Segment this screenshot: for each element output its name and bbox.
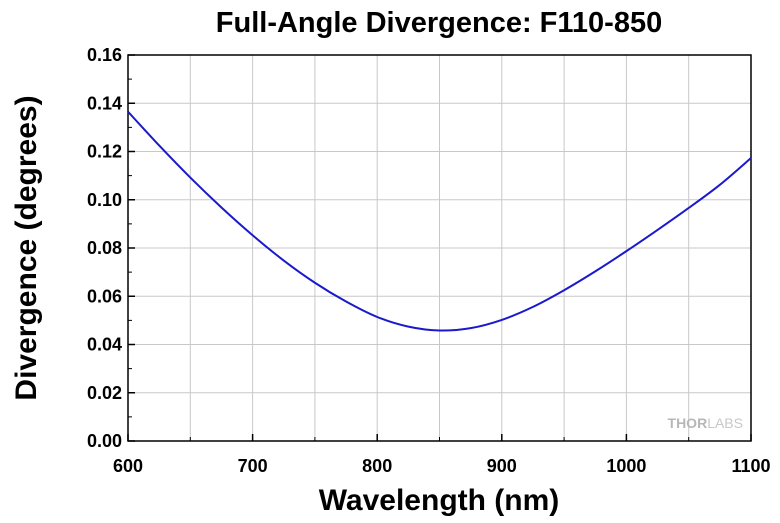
x-tick-label: 600 [113, 456, 143, 476]
y-tick-label: 0.10 [87, 190, 122, 210]
y-tick-label: 0.00 [87, 431, 122, 451]
y-tick-label: 0.12 [87, 142, 122, 162]
grid-lines [128, 55, 751, 441]
series-layer [127, 111, 752, 332]
y-axis-label: Divergence (degrees) [10, 95, 43, 400]
x-tick-label: 800 [362, 456, 392, 476]
x-tick-label: 1000 [606, 456, 646, 476]
chart-title: Full-Angle Divergence: F110-850 [216, 7, 662, 39]
x-tick-labels: 600 700 800 900 1000 1100 [113, 456, 771, 476]
thorlabs-logo: THORLABS [668, 415, 743, 431]
y-tick-label: 0.08 [87, 238, 122, 258]
y-tick-label: 0.04 [87, 335, 122, 355]
x-tick-label: 900 [487, 456, 517, 476]
x-tick-label: 700 [238, 456, 268, 476]
series-line-0 [127, 111, 752, 332]
y-tick-labels: 0.00 0.02 0.04 0.06 0.08 0.10 0.12 0.14 0.16 [87, 45, 122, 451]
logo-part-labs: LABS [707, 415, 743, 431]
y-tick-label: 0.06 [87, 286, 122, 306]
minor-ticks [128, 78, 690, 441]
logo-part-thor: THOR [668, 415, 708, 431]
y-tick-label: 0.16 [87, 45, 122, 65]
svg-text:THORLABS: THORLABS [668, 415, 743, 431]
x-tick-label: 1100 [731, 456, 770, 476]
plot-frame [127, 54, 752, 442]
y-tick-label: 0.02 [87, 383, 122, 403]
x-axis-label: Wavelength (nm) [319, 484, 560, 517]
y-tick-label: 0.14 [87, 93, 122, 113]
